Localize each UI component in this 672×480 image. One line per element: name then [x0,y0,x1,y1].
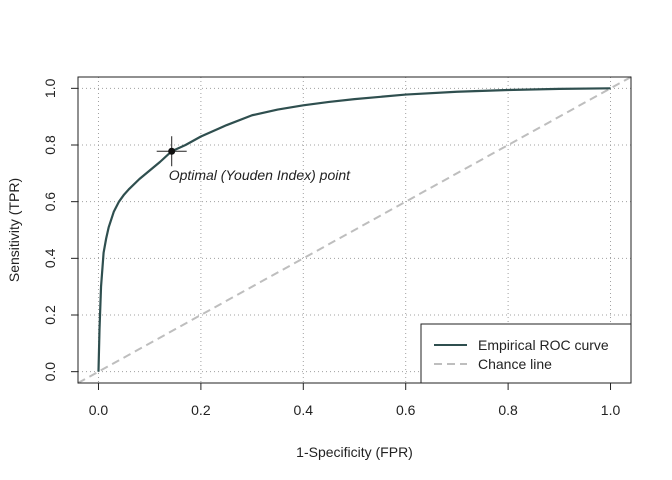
legend-label-roc: Empirical ROC curve [478,337,609,353]
y-tick-label-1: 0.2 [42,305,58,325]
y-tick-label-4: 0.8 [42,135,58,155]
optimal-point-layer [156,136,187,167]
legend-label-chance: Chance line [478,356,552,372]
optimal-point-label: Optimal (Youden Index) point [169,167,351,183]
y-axis-title: Sensitivity (TPR) [6,178,22,282]
y-tick-label-2: 0.4 [42,248,58,268]
chance-line [77,76,632,384]
x-axis: 0.0 0.2 0.4 0.6 0.8 1.0 [89,382,621,418]
y-tick-label-5: 1.0 [42,78,58,98]
x-axis-title: 1-Specificity (FPR) [296,444,413,460]
y-tick-label-0: 0.0 [42,362,58,382]
x-tick-label-5: 1.0 [601,402,621,418]
y-axis: 0.0 0.2 0.4 0.6 0.8 1.0 [42,78,79,382]
grid-lines [78,77,631,383]
optimal-point-marker [168,147,176,155]
legend: Empirical ROC curve Chance line [420,323,632,384]
chance-line-layer [77,76,632,384]
x-tick-label-1: 0.2 [191,402,211,418]
x-tick-label-0: 0.0 [89,402,109,418]
x-tick-label-3: 0.6 [396,402,416,418]
y-tick-label-3: 0.6 [42,192,58,212]
x-tick-label-2: 0.4 [294,402,314,418]
legend-box [420,323,632,384]
x-tick-label-4: 0.8 [498,402,518,418]
